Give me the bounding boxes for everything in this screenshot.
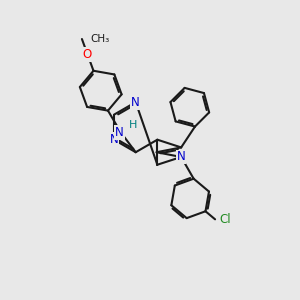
Text: N: N bbox=[177, 151, 185, 164]
Text: Cl: Cl bbox=[220, 213, 231, 226]
Text: CH₃: CH₃ bbox=[90, 34, 110, 44]
Text: N: N bbox=[131, 96, 140, 109]
Text: H: H bbox=[129, 120, 137, 130]
Text: O: O bbox=[83, 48, 92, 61]
Text: N: N bbox=[110, 133, 118, 146]
Text: N: N bbox=[115, 126, 124, 139]
